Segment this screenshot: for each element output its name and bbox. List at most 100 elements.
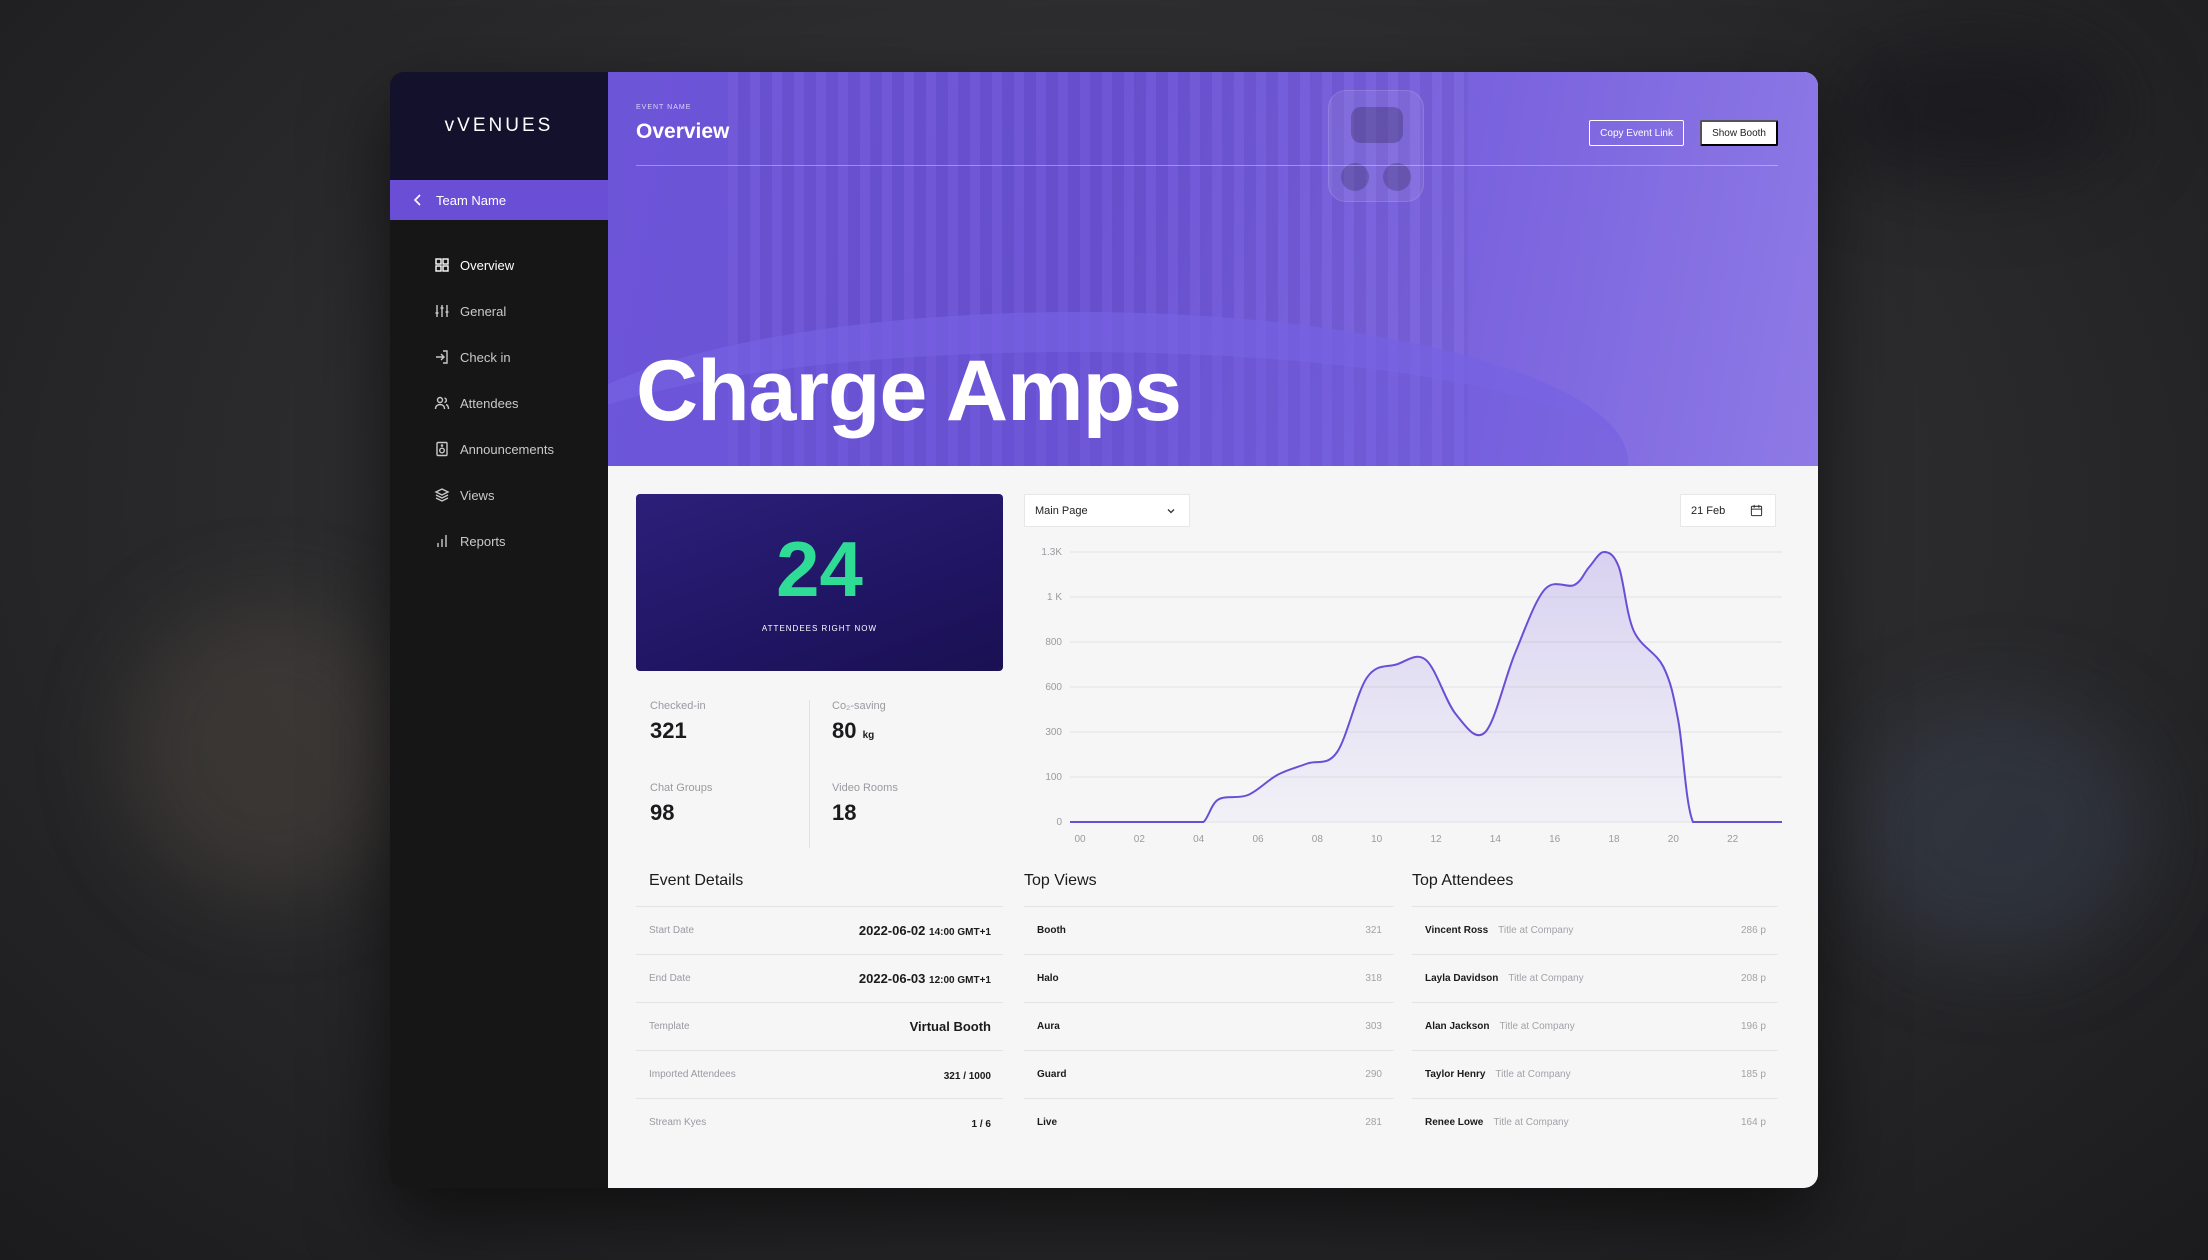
- chart-area-fill: [1070, 552, 1782, 822]
- y-tick-label: 100: [1045, 772, 1062, 783]
- header-divider: [636, 165, 1778, 166]
- calendar-icon: [1750, 504, 1763, 517]
- sidebar-nav: Overview General Check in Attendees Anno…: [390, 242, 608, 564]
- stat-unit: kg: [862, 730, 875, 741]
- x-tick-label: 00: [1074, 834, 1086, 845]
- attendee-points: 164 p: [1740, 1117, 1766, 1128]
- list-item[interactable]: Aura 303: [1024, 1002, 1394, 1050]
- team-name: Team Name: [436, 192, 507, 208]
- y-tick-label: 600: [1045, 682, 1062, 693]
- chevron-down-icon: [1167, 508, 1175, 513]
- event-name-label: EVENT NAME: [636, 104, 692, 111]
- background-blur: [1850, 700, 2150, 960]
- attendee-title: Title at Company: [1508, 973, 1584, 984]
- sidebar-item-label: Reports: [460, 533, 506, 549]
- view-count: 281: [1365, 1117, 1382, 1128]
- view-name: Guard: [1037, 1069, 1067, 1080]
- app-window: vVENUES Team Name Overview General Check…: [390, 72, 1818, 1188]
- view-count: 303: [1365, 1021, 1382, 1032]
- attendee-name: Alan Jackson: [1425, 1021, 1490, 1032]
- detail-row-template: Template Virtual Booth: [636, 1002, 1003, 1050]
- sidebar-item-general[interactable]: General: [390, 288, 608, 334]
- view-name: Aura: [1037, 1021, 1060, 1032]
- date-picker[interactable]: 21 Feb: [1680, 494, 1776, 527]
- event-details-list: Start Date 2022-06-02 14:00 GMT+1 End Dat…: [636, 906, 1003, 1146]
- sidebar-item-reports[interactable]: Reports: [390, 518, 608, 564]
- stat-label: Co₂-saving: [832, 700, 886, 712]
- stat-value: 18: [832, 800, 857, 825]
- detail-label: End Date: [649, 973, 691, 984]
- live-attendees-card: 24 ATTENDEES RIGHT NOW: [636, 494, 1003, 671]
- live-attendee-label: ATTENDEES RIGHT NOW: [761, 624, 878, 633]
- stat-chat-groups: Chat Groups 98: [650, 782, 810, 826]
- sidebar: vVENUES Team Name Overview General Check…: [390, 72, 608, 1188]
- attendee-name: Vincent Ross: [1425, 925, 1489, 936]
- attendee-title: Title at Company: [1493, 1117, 1569, 1128]
- attendee-points: 196 p: [1740, 1021, 1766, 1032]
- top-attendees-list: Vincent Ross Title at Company 286 p Layla …: [1412, 906, 1778, 1146]
- sidebar-item-label: Announcements: [460, 441, 554, 457]
- stat-value: 321: [650, 718, 687, 743]
- stat-video-rooms: Video Rooms 18: [832, 782, 992, 826]
- sidebar-item-label: General: [460, 303, 507, 319]
- list-item[interactable]: Halo 318: [1024, 954, 1394, 1002]
- x-tick-label: 04: [1193, 834, 1205, 845]
- list-item[interactable]: Alan Jackson Title at Company 196 p: [1412, 1002, 1778, 1050]
- attendee-title: Title at Company: [1498, 925, 1574, 936]
- sidebar-item-views[interactable]: Views: [390, 472, 608, 518]
- list-item[interactable]: Layla Davidson Title at Company 208 p: [1412, 954, 1778, 1002]
- background-blur: [1820, 40, 2120, 180]
- list-item[interactable]: Taylor Henry Title at Company 185 p: [1412, 1050, 1778, 1098]
- sidebar-item-check-in[interactable]: Check in: [390, 334, 608, 380]
- stats-divider: [809, 700, 810, 848]
- detail-row-start-date: Start Date 2022-06-02 14:00 GMT+1: [636, 906, 1003, 954]
- x-tick-label: 08: [1312, 834, 1324, 845]
- chevron-left-icon: [413, 194, 421, 206]
- stat-label: Video Rooms: [832, 782, 898, 794]
- detail-label: Stream Kyes: [649, 1117, 707, 1128]
- view-count: 318: [1365, 973, 1382, 984]
- main-content: EVENT NAME Overview Copy Event Link Show…: [608, 72, 1818, 1188]
- y-tick-label: 1 K: [1047, 592, 1062, 603]
- stat-checked-in: Checked-in 321: [650, 700, 810, 744]
- view-select[interactable]: Main Page: [1024, 494, 1190, 527]
- y-tick-label: 300: [1045, 727, 1062, 738]
- background-blur: [120, 600, 420, 900]
- x-tick-label: 12: [1430, 834, 1442, 845]
- y-tick-label: 1.3K: [1041, 547, 1062, 558]
- detail-row-end-date: End Date 2022-06-03 12:00 GMT+1: [636, 954, 1003, 1002]
- attendee-name: Renee Lowe: [1425, 1117, 1484, 1128]
- brand-logo[interactable]: vVENUES: [444, 115, 554, 136]
- detail-row-stream-keys: Stream Kyes 1 / 6: [636, 1098, 1003, 1146]
- detail-label: Imported Attendees: [649, 1069, 736, 1080]
- list-item[interactable]: Booth 321: [1024, 906, 1394, 954]
- sidebar-item-overview[interactable]: Overview: [390, 242, 608, 288]
- sidebar-item-label: Views: [460, 487, 495, 503]
- detail-value: 2022-06-03 12:00 GMT+1: [858, 971, 991, 986]
- copy-event-link-button[interactable]: Copy Event Link: [1589, 120, 1684, 146]
- detail-label: Start Date: [649, 925, 695, 936]
- view-name: Live: [1037, 1117, 1058, 1128]
- list-item[interactable]: Guard 290: [1024, 1050, 1394, 1098]
- view-name: Booth: [1037, 925, 1066, 936]
- team-selector[interactable]: Team Name: [390, 180, 608, 220]
- sidebar-item-attendees[interactable]: Attendees: [390, 380, 608, 426]
- event-details-title: Event Details: [649, 872, 744, 889]
- list-item[interactable]: Live 281: [1024, 1098, 1394, 1146]
- sidebar-item-label: Check in: [460, 349, 511, 365]
- x-tick-label: 20: [1668, 834, 1680, 845]
- sidebar-item-label: Overview: [460, 257, 515, 273]
- charger-device-image: [1328, 90, 1424, 202]
- hero-banner: EVENT NAME Overview Copy Event Link Show…: [608, 72, 1818, 466]
- stat-co2-saving: Co₂-saving 80 kg: [832, 700, 992, 744]
- show-booth-button[interactable]: Show Booth: [1700, 120, 1778, 146]
- event-title: Charge Amps: [636, 343, 1182, 439]
- detail-row-imported-attendees: Imported Attendees 321 / 1000: [636, 1050, 1003, 1098]
- detail-value: 1 / 6: [971, 1119, 991, 1130]
- y-tick-label: 800: [1045, 637, 1062, 648]
- detail-value: Virtual Booth: [909, 1019, 991, 1034]
- view-count: 321: [1365, 925, 1382, 936]
- list-item[interactable]: Vincent Ross Title at Company 286 p: [1412, 906, 1778, 954]
- sidebar-item-announcements[interactable]: Announcements: [390, 426, 608, 472]
- list-item[interactable]: Renee Lowe Title at Company 164 p: [1412, 1098, 1778, 1146]
